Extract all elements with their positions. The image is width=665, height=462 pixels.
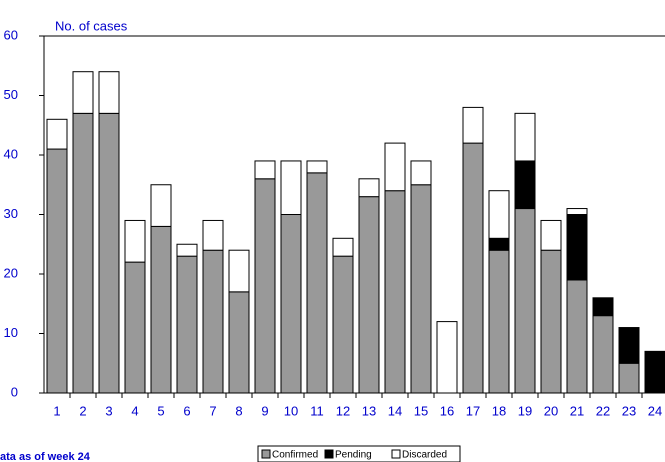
bar-segment (228, 291, 250, 394)
bar-segment (254, 160, 276, 180)
x-tick-label: 10 (284, 403, 298, 418)
x-tick-label: 6 (183, 403, 190, 418)
bar-segment (280, 160, 302, 215)
bar-segment (358, 196, 380, 394)
bar-segment (150, 184, 172, 227)
bar-segment (280, 214, 302, 394)
bar-segment (254, 178, 276, 394)
x-tick-label: 9 (261, 403, 268, 418)
legend-label: Discarded (402, 450, 447, 461)
bar-segment (384, 142, 406, 192)
bar-segment (514, 160, 536, 210)
y-tick-label: 40 (4, 146, 18, 161)
footnote: ata as of week 24 (0, 451, 91, 462)
bar-segment (72, 112, 94, 394)
bar-segment (332, 237, 354, 257)
chart-title: No. of cases (55, 18, 128, 33)
bar-segment (514, 208, 536, 394)
bar-segment (384, 190, 406, 394)
bar-segment (410, 184, 432, 394)
y-tick-label: 60 (4, 27, 18, 42)
x-tick-label: 12 (336, 403, 350, 418)
bar-segment (514, 112, 536, 162)
legend-swatch (391, 449, 401, 459)
x-tick-label: 2 (79, 403, 86, 418)
bar-segment (566, 279, 588, 394)
bar-segment (124, 219, 146, 263)
x-tick-label: 23 (622, 403, 636, 418)
bar-segment (306, 172, 328, 394)
bar-segment (306, 160, 328, 174)
y-tick-label: 20 (4, 265, 18, 280)
bar-segment (150, 225, 172, 394)
x-tick-label: 7 (209, 403, 216, 418)
y-tick-label: 50 (4, 87, 18, 102)
bar-segment (488, 237, 510, 251)
bar-segment (176, 255, 198, 394)
bar-segment (124, 261, 146, 394)
bar-segment (98, 112, 120, 394)
bar-segment (46, 148, 68, 394)
bar-segment (332, 255, 354, 394)
x-tick-label: 24 (648, 403, 662, 418)
x-tick-label: 14 (388, 403, 402, 418)
bar-segment (540, 249, 562, 394)
bar-segment (488, 249, 510, 394)
bar-segment (644, 350, 665, 394)
bar-segment (566, 214, 588, 281)
bar-segment (592, 297, 614, 317)
bar-segment (540, 219, 562, 251)
bar-segment (618, 362, 640, 394)
x-tick-label: 13 (362, 403, 376, 418)
legend-label: Pending (335, 450, 372, 461)
bar-segment (202, 219, 224, 251)
x-tick-label: 5 (157, 403, 164, 418)
legend-swatch (324, 449, 334, 459)
bar-segment (358, 178, 380, 198)
bar-segment (202, 249, 224, 394)
x-tick-label: 15 (414, 403, 428, 418)
legend-swatch (261, 449, 271, 459)
x-tick-label: 1 (53, 403, 60, 418)
x-tick-label: 4 (131, 403, 138, 418)
x-tick-label: 11 (310, 403, 324, 418)
bar-segment (98, 71, 120, 114)
x-tick-label: 21 (570, 403, 584, 418)
x-tick-label: 17 (466, 403, 480, 418)
bar-segment (592, 315, 614, 394)
bar-segment (176, 243, 198, 257)
x-tick-label: 22 (596, 403, 610, 418)
x-tick-label: 18 (492, 403, 506, 418)
bar-segment (462, 142, 484, 394)
bar-segment (566, 208, 588, 216)
y-tick-label: 30 (4, 206, 18, 221)
bar-segment (228, 249, 250, 293)
bar-segment (410, 160, 432, 186)
y-tick-label: 0 (11, 384, 18, 399)
x-tick-label: 3 (105, 403, 112, 418)
legend-label: Confirmed (272, 450, 318, 461)
legend-box (257, 445, 461, 462)
x-tick-label: 16 (440, 403, 454, 418)
bar-segment (436, 321, 458, 394)
y-tick-label: 10 (4, 325, 18, 340)
bar-segment (618, 327, 640, 364)
x-tick-label: 8 (235, 403, 242, 418)
x-tick-label: 20 (544, 403, 558, 418)
x-tick-label: 19 (518, 403, 532, 418)
bar-segment (462, 106, 484, 144)
bar-segment (488, 190, 510, 239)
bar-segment (72, 71, 94, 114)
bar-segment (46, 118, 68, 150)
